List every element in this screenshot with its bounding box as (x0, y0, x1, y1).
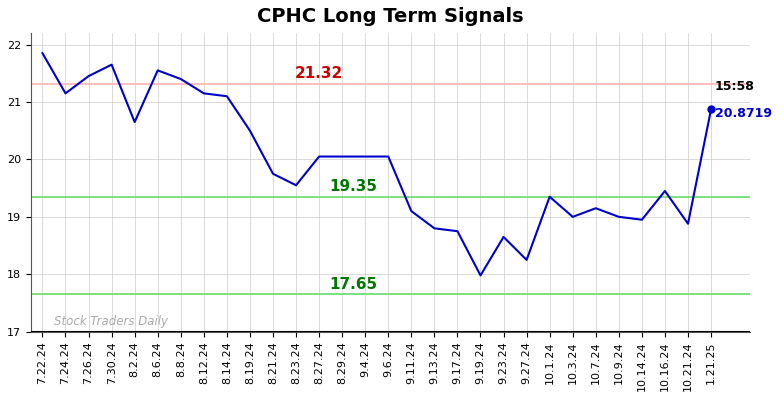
Text: Stock Traders Daily: Stock Traders Daily (54, 315, 168, 328)
Text: 20.8719: 20.8719 (714, 107, 771, 119)
Text: 19.35: 19.35 (330, 179, 378, 194)
Text: 15:58: 15:58 (714, 80, 754, 94)
Text: 17.65: 17.65 (329, 277, 378, 292)
Title: CPHC Long Term Signals: CPHC Long Term Signals (257, 7, 524, 26)
Text: 21.32: 21.32 (295, 66, 343, 81)
